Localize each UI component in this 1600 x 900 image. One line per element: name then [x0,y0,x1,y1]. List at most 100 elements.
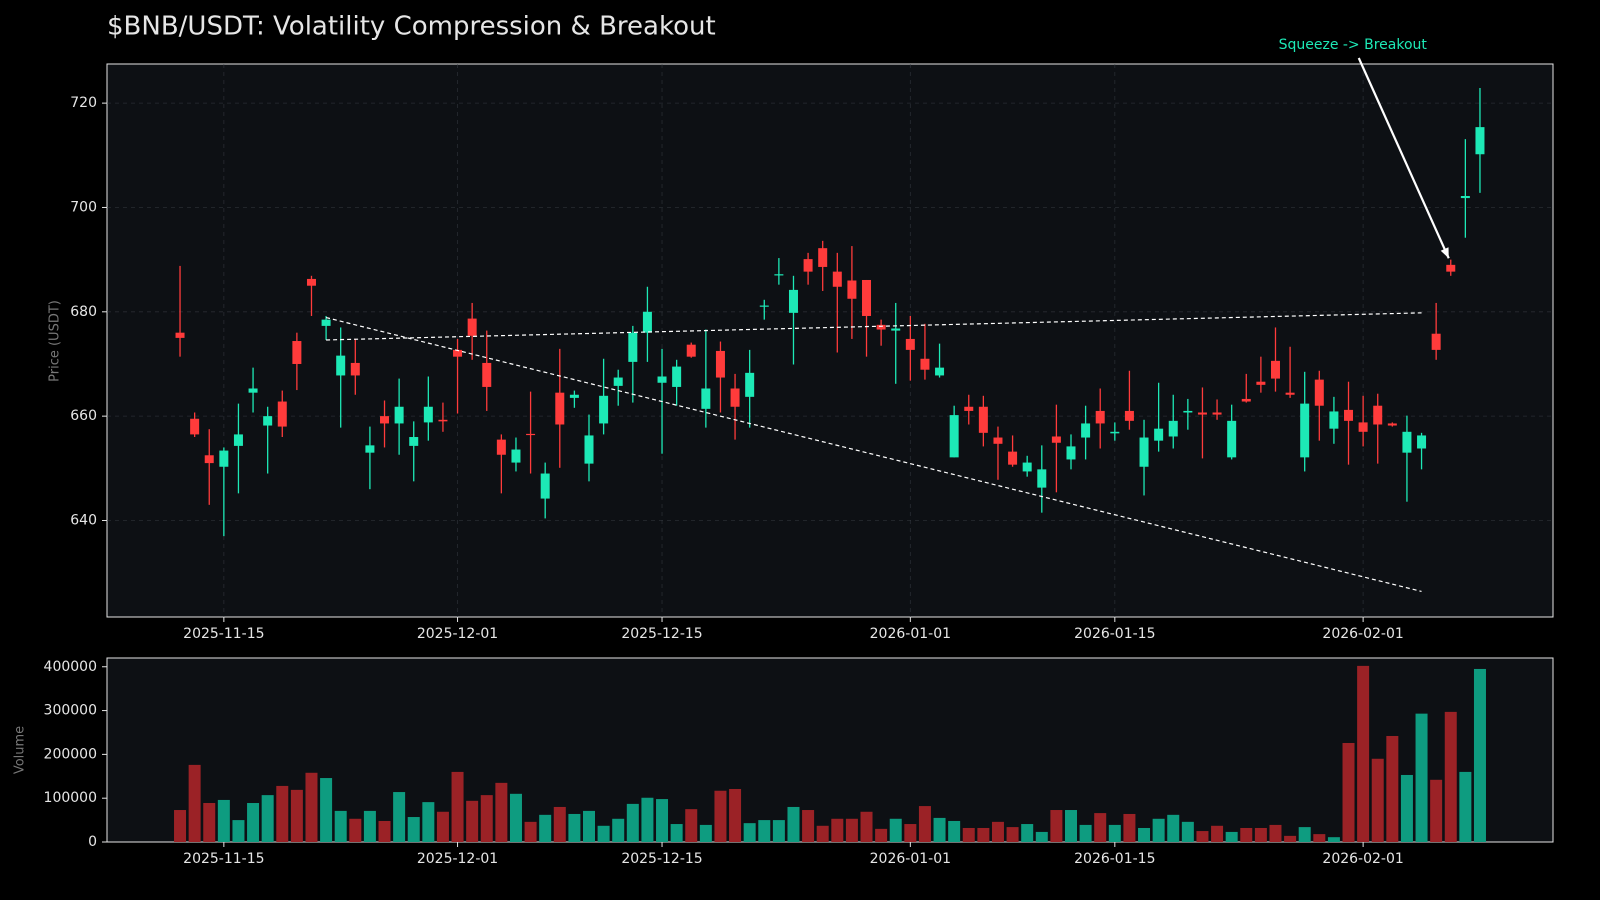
volume-bar [1459,771,1472,842]
x-tick-label: 2025-12-15 [621,851,702,867]
volume-bar [320,778,333,842]
y-tick-label: 680 [70,304,97,320]
volume-bar [1240,827,1253,842]
candle-body [526,433,536,436]
volume-bar [802,810,815,842]
candle-body [847,280,857,299]
candle-body [555,392,565,425]
candle-body [394,406,404,424]
volume-bar [232,820,245,842]
candle-body [672,366,682,387]
candle-body [306,278,316,286]
x-tick-label: 2026-02-01 [1322,626,1403,642]
candle-body [1110,431,1120,434]
volume-bar [524,821,537,842]
candle-body [1008,451,1018,465]
candle-body [1197,412,1207,415]
candle-body [803,259,813,272]
volume-bar [539,814,552,842]
candle-body [1022,462,1032,472]
candle-body [730,388,740,407]
x-tick-label: 2026-01-01 [870,626,951,642]
candle-body [584,435,594,464]
candle-body [905,338,915,350]
volume-bar [495,782,508,842]
candle-body [1124,410,1134,421]
candle-body [511,449,521,463]
candle-body [423,406,433,423]
volume-bar [685,809,698,842]
volume-bar [436,811,449,842]
trendline [325,316,1422,593]
candle-body [788,289,798,313]
volume-bar [1079,824,1092,842]
volume-bar [451,771,464,842]
y-tick-label: 100000 [44,790,97,806]
candle-body [350,362,360,376]
candle-body [336,355,346,376]
candle-body [1431,333,1441,350]
volume-bar [1138,827,1151,842]
volume-bar [1094,813,1107,842]
candle-body [1387,423,1397,426]
candle-body [1066,446,1076,460]
volume-bar [568,813,581,842]
volume-bar [1371,758,1384,842]
candle-body [978,406,988,433]
volume-bar [509,793,522,842]
candle-body [380,416,390,424]
volume-bar [729,788,742,842]
volume-bar [334,810,347,842]
candle-body [818,248,828,267]
volume-bar [174,810,187,842]
candle-body [409,437,419,446]
candle-body [190,418,200,435]
candle-body [657,376,667,383]
trendline [326,312,1422,341]
volume-bar [583,810,595,842]
volume-bar [948,820,961,842]
volume-bar [597,825,610,842]
volume-bar [1211,825,1224,842]
candle-body [569,394,579,398]
volume-bar [1342,742,1355,842]
volume-bar [889,818,902,842]
candle-body [1270,360,1280,379]
candle-body [204,455,214,464]
volume-bar [991,821,1004,842]
volume-bar [422,802,435,842]
candle-body [233,434,243,446]
volume-bar [1269,824,1282,842]
volume-bar [860,811,873,842]
candle-body [935,367,945,376]
volume-bar [1313,834,1326,842]
x-tick-label: 2025-12-01 [417,626,498,642]
volume-bar [188,764,201,842]
volume-bar [1444,711,1457,842]
volume-bar [480,795,493,842]
volume-bar [1152,818,1165,842]
x-tick-label: 2025-12-15 [621,626,702,642]
volume-bar [1021,824,1034,842]
x-tick-label: 2026-01-15 [1074,626,1155,642]
candle-body [832,271,842,287]
candle-body [219,450,229,467]
candle-body [1329,411,1339,429]
volume-bar [203,803,216,842]
candle-body [248,388,258,393]
volume-bar [918,806,931,842]
candle-body [599,395,609,424]
volume-bar [816,825,829,842]
volume-bar [1167,814,1180,842]
candle-body [175,332,185,338]
volume-bar [641,797,654,842]
volume-bar [1357,665,1370,842]
volume-bar [1386,735,1399,842]
candle-body [1241,398,1251,402]
candle-body [964,406,974,411]
annotation-arrow [1357,57,1450,259]
y-tick-label: 700 [70,199,97,215]
candle-body [1256,381,1266,385]
